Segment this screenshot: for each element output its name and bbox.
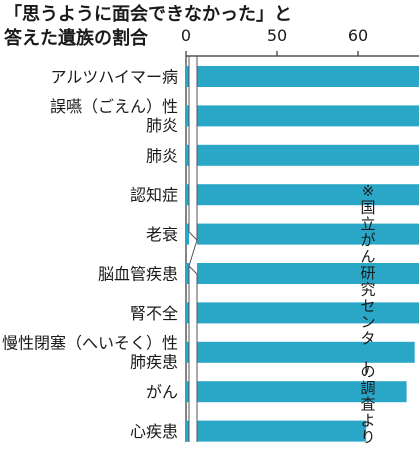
chart-title-line-2: 答えた遺族の割合 xyxy=(4,27,149,49)
category-label: 心疾患 xyxy=(130,422,178,441)
bar xyxy=(186,223,419,245)
bar xyxy=(186,263,419,284)
category-label: 脳血管疾患 xyxy=(98,265,178,284)
chart-title: 「思うように面会できなかった」と 答えた遺族の割合 xyxy=(4,3,292,49)
chart-title-line-1: 「思うように面会できなかった」と xyxy=(4,3,292,25)
bar xyxy=(186,144,419,166)
category-labels: アルツハイマー病誤嚥（ごえん）性肺炎肺炎認知症老衰脳血管疾患腎不全慢性閉塞（へい… xyxy=(2,68,178,442)
category-label: 認知症 xyxy=(130,186,178,205)
category-label: 肺炎 xyxy=(146,146,178,165)
category-label: 老衰 xyxy=(146,225,178,244)
bars xyxy=(186,66,419,442)
bar xyxy=(186,184,419,206)
axis-break-mark xyxy=(188,56,198,442)
x-tick-label: 0 xyxy=(181,26,191,45)
source-note: ※国立がん研究センターの調査より xyxy=(356,182,375,446)
category-label: がん xyxy=(146,383,178,402)
bar xyxy=(186,105,419,127)
category-label: 肺炎 xyxy=(146,116,178,135)
category-label: 腎不全 xyxy=(130,304,178,323)
category-label: 肺疾患 xyxy=(130,352,178,371)
x-tick-label: 60 xyxy=(348,26,368,45)
axis-break-gap xyxy=(189,58,197,442)
bar xyxy=(186,420,367,442)
category-label: 慢性閉塞（へいそく）性 xyxy=(2,333,178,352)
category-label: 誤嚥（ごえん）性 xyxy=(50,97,178,116)
category-label: アルツハイマー病 xyxy=(50,68,178,87)
bar xyxy=(186,302,419,324)
x-axis-ticks: 05060708090% xyxy=(181,26,368,45)
bar xyxy=(186,66,419,87)
bar xyxy=(186,381,407,403)
axis-break-zigzag xyxy=(188,231,198,275)
bar xyxy=(186,341,415,363)
x-tick-label: 50 xyxy=(267,26,287,45)
